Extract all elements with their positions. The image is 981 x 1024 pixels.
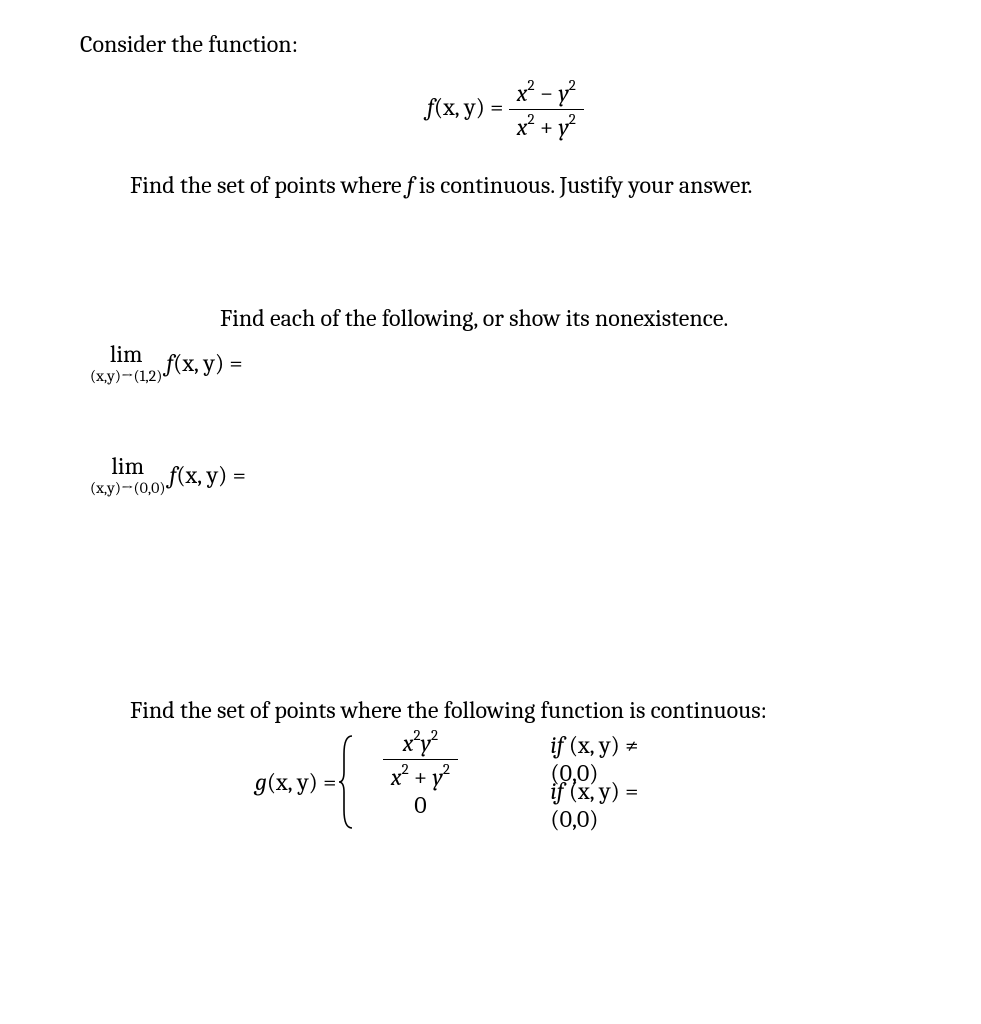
gden-y: y <box>433 763 443 791</box>
num-y-sq: 2 <box>569 76 576 94</box>
question-1: Find the set of points where f is contin… <box>130 171 931 199</box>
intro-text-content: Consider the function: <box>80 30 298 58</box>
lim1-args: (x, y) = <box>173 349 243 377</box>
gden-y-sq: 2 <box>443 760 450 778</box>
q2-text: Find each of the following, or show its … <box>220 304 728 332</box>
lim1-expr: f(x, y) = <box>166 349 242 377</box>
f-denominator: x2 + y2 <box>509 110 584 141</box>
pw-case2-expr: 0 <box>360 791 480 819</box>
limit-2: lim (x,y)→(0,0) f(x, y) = <box>90 454 931 496</box>
den-y-sq: 2 <box>569 110 576 128</box>
f-definition: f(x, y) = x2 − y2 x2 + y2 <box>80 78 931 141</box>
gden-x: x <box>391 763 402 791</box>
gden-plus: + <box>409 763 433 791</box>
q3-text: Find the set of points where the followi… <box>130 696 767 724</box>
g-denominator: x2 + y2 <box>383 760 458 791</box>
den-x-sq: 2 <box>527 110 534 128</box>
f-fraction: x2 − y2 x2 + y2 <box>509 78 584 141</box>
question-2-header: Find each of the following, or show its … <box>220 304 931 332</box>
g-lhs: g(x, y) = <box>255 768 336 796</box>
g-name: g <box>255 768 267 796</box>
g-definition: g(x, y) = x2y2 x2 + y2 if (x, y) ≠ (0,0) <box>255 734 931 830</box>
gnum-x-sq: 2 <box>413 726 420 744</box>
g-fraction: x2y2 x2 + y2 <box>383 728 458 791</box>
cond2-if: if <box>550 777 568 805</box>
q1-fn: f <box>407 171 414 199</box>
num-x: x <box>517 79 528 107</box>
gnum-x: x <box>403 729 414 757</box>
num-minus: − <box>535 79 559 107</box>
lim2-operator: lim (x,y)→(0,0) <box>90 454 166 496</box>
g-args: (x, y) = <box>267 768 337 796</box>
question-3: Find the set of points where the followi… <box>130 696 931 724</box>
lim1-operator: lim (x,y)→(1,2) <box>90 342 162 384</box>
lim1-bot: (x,y)→(1,2) <box>90 368 162 384</box>
limit-1: lim (x,y)→(1,2) f(x, y) = <box>90 342 931 384</box>
gnum-y-sq: 2 <box>431 726 438 744</box>
lim2-top: lim <box>90 454 166 478</box>
f-args: (x, y) = <box>434 93 509 121</box>
pw-zero: 0 <box>414 791 426 819</box>
intro-text: Consider the function: <box>80 30 931 58</box>
pw-case1-expr: x2y2 x2 + y2 <box>360 728 480 791</box>
cond1-if: if <box>550 731 568 759</box>
brace-icon <box>338 734 354 830</box>
f-name: f <box>427 93 434 121</box>
lim1-top: lim <box>90 342 162 366</box>
num-y: y <box>558 79 568 107</box>
den-x: x <box>517 113 528 141</box>
gnum-y: y <box>421 729 431 757</box>
num-x-sq: 2 <box>527 76 534 94</box>
piecewise-cases: x2y2 x2 + y2 if (x, y) ≠ (0,0) 0 if (x, … <box>360 736 690 828</box>
gden-x-sq: 2 <box>402 760 409 778</box>
q1-tail: is continuous. Justify your answer. <box>414 171 753 199</box>
pw-row-1: x2y2 x2 + y2 if (x, y) ≠ (0,0) <box>360 736 690 782</box>
lim2-expr: f(x, y) = <box>170 461 246 489</box>
lim2-args: (x, y) = <box>176 461 246 489</box>
g-numerator: x2y2 <box>383 728 458 760</box>
den-plus: + <box>535 113 559 141</box>
lim2-bot: (x,y)→(0,0) <box>90 480 166 496</box>
pw-case2-cond: if (x, y) = (0,0) <box>480 777 690 833</box>
f-lhs: f(x, y) = <box>427 93 509 121</box>
f-numerator: x2 − y2 <box>509 78 584 110</box>
q1-head: Find the set of points where <box>130 171 407 199</box>
den-y: y <box>558 113 568 141</box>
